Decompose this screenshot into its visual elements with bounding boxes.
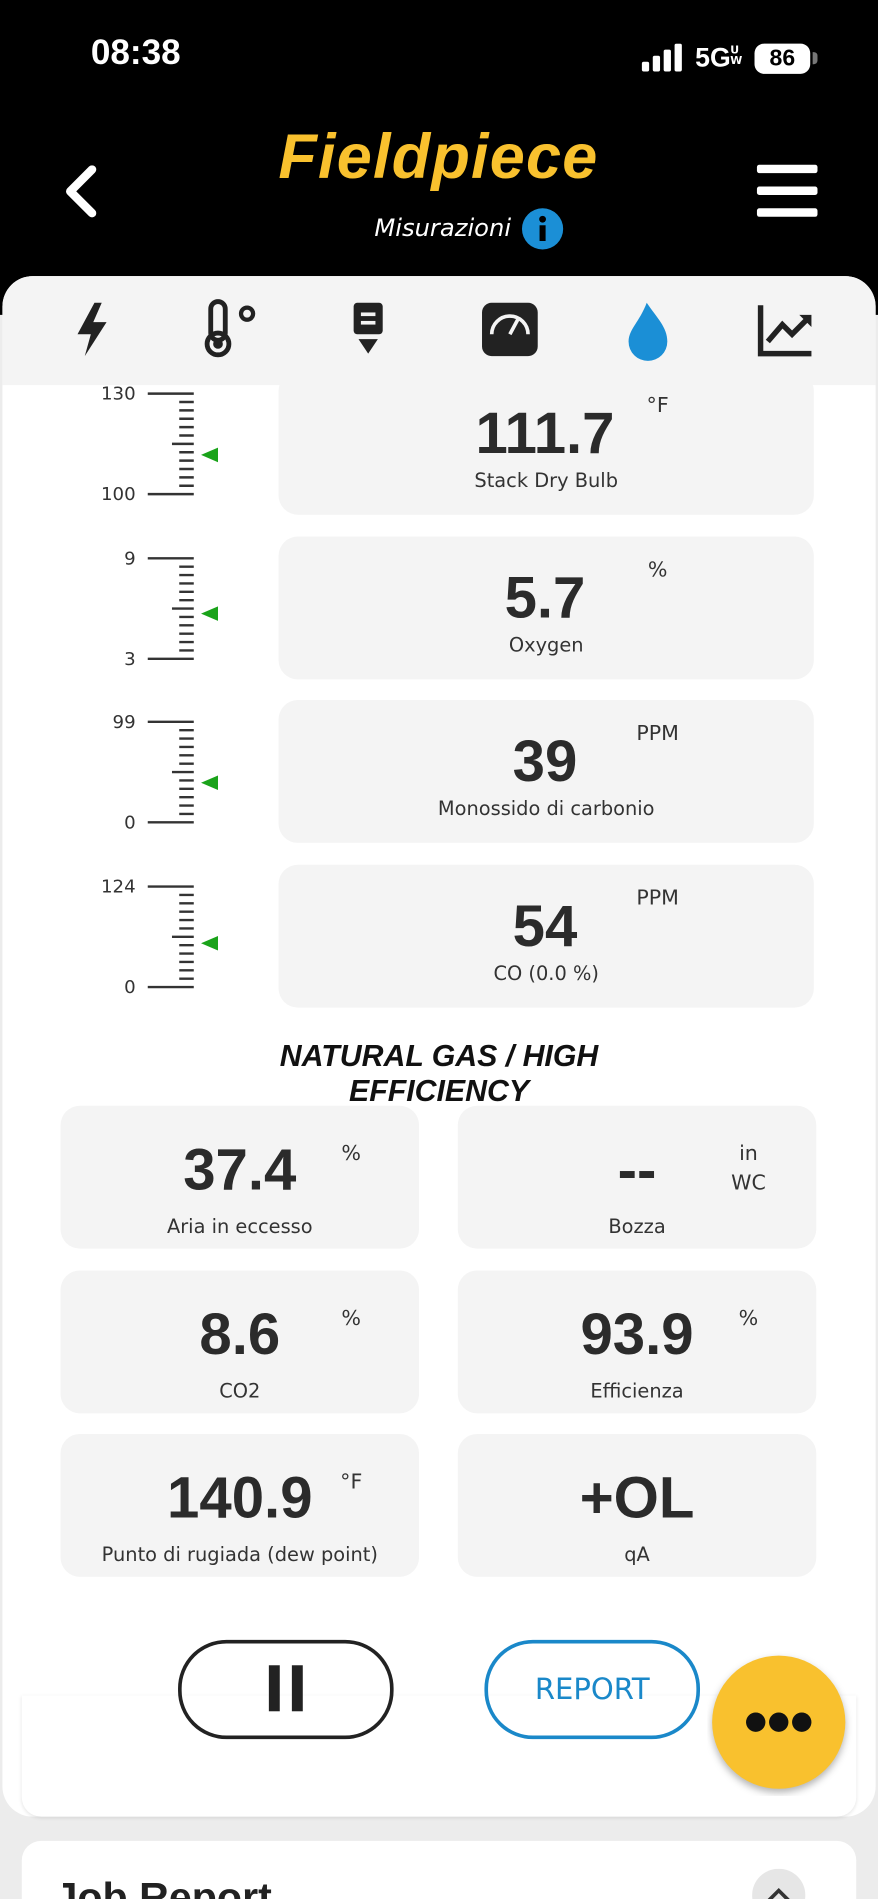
metric-value: 93.9	[580, 1302, 694, 1367]
job-report-title: Job Report	[54, 1874, 272, 1899]
gauge-value: 54	[512, 894, 578, 959]
gauge-unit: °F	[646, 393, 669, 418]
gauge-pointer	[201, 935, 218, 950]
more-button[interactable]	[707, 1651, 852, 1796]
gauge-unit: %	[647, 557, 668, 582]
time: 08:38	[90, 33, 181, 73]
metric-label: CO2	[219, 1378, 261, 1402]
gauge-max: 130	[100, 382, 136, 405]
metric-card	[60, 1433, 420, 1577]
section-title: NATURAL GAS / HIGH EFFICIENCY	[279, 1039, 599, 1109]
metric-value: --	[617, 1138, 657, 1203]
metric-card	[457, 1269, 817, 1413]
job-report-card	[21, 1840, 857, 1899]
tab-icons	[77, 299, 812, 361]
metric-card	[60, 1269, 420, 1413]
gauge-pointer	[201, 775, 218, 791]
gauge-pointer	[201, 605, 218, 621]
metric-unit: in WC	[731, 1142, 766, 1196]
tab-electrical[interactable]	[77, 302, 107, 357]
gauge-scale	[147, 884, 218, 988]
gauge-pointer	[201, 447, 218, 463]
metric-label: Aria in eccesso	[166, 1214, 313, 1238]
metric-card	[60, 1105, 420, 1249]
header-bg	[0, 0, 878, 315]
battery-tip	[812, 52, 818, 65]
gauge-value: 39	[512, 730, 578, 795]
gauge-scale	[147, 392, 218, 496]
network: 5G	[695, 42, 731, 73]
gauge-max: 99	[112, 710, 136, 733]
gauge-min: 100	[100, 483, 136, 506]
gauge-label: Oxygen	[508, 632, 584, 656]
tab-combustion[interactable]	[628, 302, 668, 361]
gauge-card	[278, 864, 814, 1008]
gauge-unit: PPM	[636, 885, 679, 911]
metric-card	[457, 1433, 817, 1577]
gauge-min: 0	[124, 811, 136, 834]
report-button[interactable]: REPORT	[484, 1639, 701, 1740]
metric-value: 37.4	[183, 1138, 297, 1203]
gauge-value: 111.7	[475, 402, 615, 467]
subtitle: Misurazioni	[374, 213, 512, 243]
gauge-scale	[147, 556, 218, 660]
tab-refrigerant[interactable]	[353, 302, 383, 354]
tab-pressure[interactable]	[482, 302, 538, 357]
metric-unit: %	[738, 1306, 759, 1331]
metric-unit: %	[341, 1306, 362, 1331]
app-title: Fieldpiece	[278, 122, 599, 193]
gauge-value: 5.7	[504, 566, 586, 631]
gauge-label: Monossido di carbonio	[437, 796, 655, 820]
back-button[interactable]	[61, 165, 102, 218]
metric-value: 140.9	[167, 1466, 313, 1531]
metric-label: qA	[624, 1542, 650, 1566]
pause-button[interactable]	[178, 1639, 394, 1740]
gauge-max: 9	[124, 546, 136, 569]
gauge-min: 0	[124, 975, 136, 998]
gauge-min: 3	[124, 647, 136, 670]
gauge-scale	[147, 720, 218, 824]
info-icon[interactable]	[521, 207, 565, 251]
gauge-max: 124	[100, 875, 136, 897]
gauge-card	[278, 371, 814, 515]
tab-bar	[2, 276, 876, 386]
tab-temperature[interactable]	[204, 299, 256, 358]
metric-unit: %	[341, 1142, 362, 1167]
tab-graph[interactable]	[757, 305, 812, 357]
metric-value: +OL	[579, 1466, 695, 1531]
metric-card	[457, 1105, 817, 1249]
signal-icon	[641, 43, 682, 72]
menu-icon[interactable]	[756, 162, 819, 220]
gauge-card	[278, 535, 814, 679]
metric-value: 8.6	[199, 1302, 281, 1367]
metric-unit: °F	[340, 1470, 363, 1495]
gauge-card	[278, 700, 814, 843]
metric-label: Bozza	[608, 1214, 666, 1238]
gauge-label: Stack Dry Bulb	[474, 468, 619, 492]
collapse-button[interactable]	[752, 1868, 806, 1899]
network-suffix: UW	[730, 44, 743, 68]
metric-label: Efficienza	[590, 1378, 684, 1402]
gauge-unit: PPM	[636, 721, 679, 747]
battery: 86	[754, 43, 811, 74]
gauge-label: CO (0.0 %)	[493, 961, 599, 985]
metric-label: Punto di rugiada (dew point)	[101, 1542, 378, 1566]
